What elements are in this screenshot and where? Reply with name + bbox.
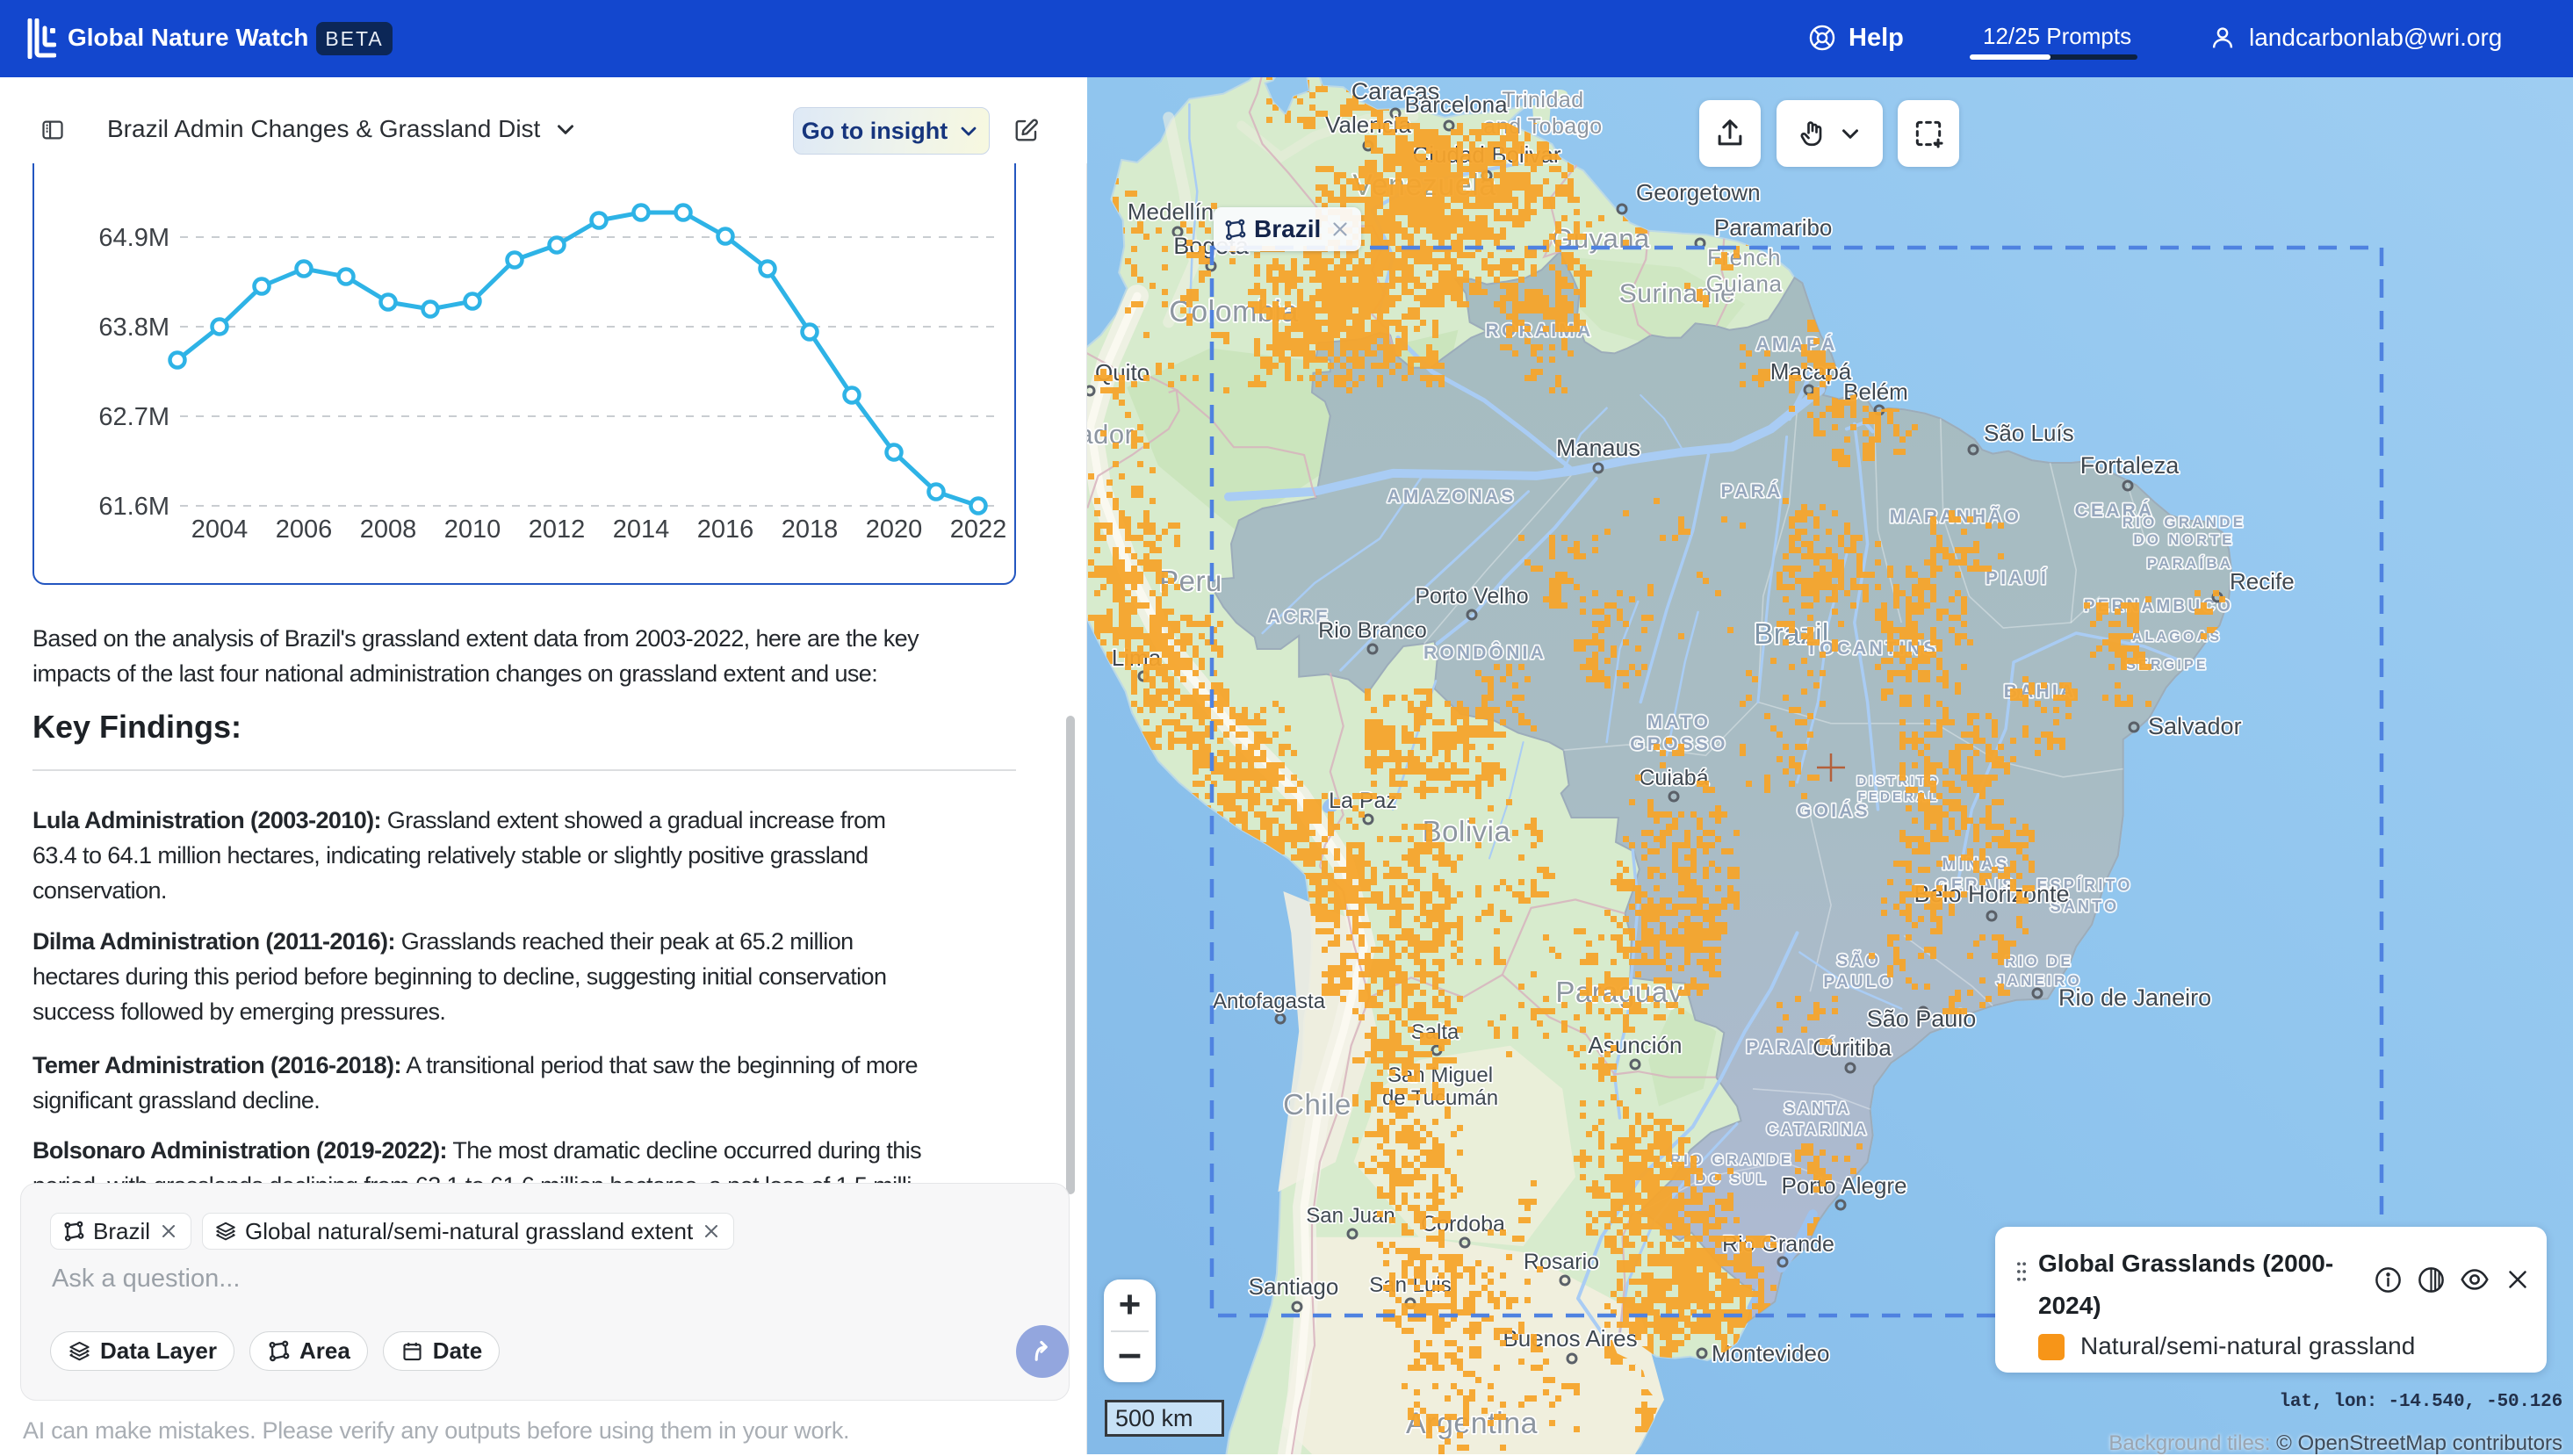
svg-text:SANTO: SANTO [2050, 897, 2120, 915]
svg-text:Trinidad: Trinidad [1502, 88, 1583, 112]
svg-text:2010: 2010 [444, 515, 501, 544]
svg-text:62.7M: 62.7M [98, 403, 169, 431]
svg-text:Paramaribo: Paramaribo [1714, 214, 1832, 241]
svg-text:Rosario: Rosario [1524, 1250, 1599, 1274]
svg-text:Antofagasta: Antofagasta [1213, 990, 1326, 1013]
svg-text:PAULO: PAULO [1823, 973, 1894, 991]
svg-text:RIO GRANDE: RIO GRANDE [1670, 1151, 1794, 1168]
svg-text:Salvador: Salvador [2148, 713, 2242, 739]
svg-text:SÃO: SÃO [1837, 951, 1882, 970]
svg-text:Guiana: Guiana [1706, 270, 1783, 297]
svg-text:Santiago: Santiago [1249, 1273, 1339, 1300]
svg-text:Ecuador: Ecuador [1087, 419, 1134, 450]
svg-text:Georgetown: Georgetown [1636, 179, 1761, 205]
svg-text:Rio Branco: Rio Branco [1318, 618, 1427, 643]
svg-text:DO NORTE: DO NORTE [2133, 531, 2234, 548]
svg-text:2012: 2012 [529, 515, 586, 544]
svg-text:Manaus: Manaus [1556, 435, 1640, 461]
svg-text:MATO: MATO [1647, 712, 1712, 732]
svg-text:PARÁ: PARÁ [1721, 481, 1784, 501]
svg-text:Cordoba: Cordoba [1421, 1212, 1505, 1236]
svg-text:DO SUL: DO SUL [1695, 1171, 1768, 1187]
svg-text:AMAZONAS: AMAZONAS [1387, 487, 1517, 507]
svg-text:Caracas: Caracas [1351, 78, 1440, 105]
svg-text:2004: 2004 [191, 515, 249, 544]
svg-text:2014: 2014 [613, 515, 670, 544]
svg-text:2008: 2008 [360, 515, 417, 544]
svg-text:Montevideo: Montevideo [1712, 1340, 1829, 1366]
svg-text:SANTA: SANTA [1784, 1099, 1852, 1117]
svg-text:CATARINA: CATARINA [1767, 1121, 1870, 1138]
svg-text:RIO GRANDE: RIO GRANDE [2123, 514, 2246, 530]
svg-text:RONDÔNIA: RONDÔNIA [1423, 642, 1546, 663]
svg-text:2022: 2022 [950, 515, 1007, 544]
svg-text:Medellín: Medellín [1128, 198, 1214, 225]
svg-text:Recife: Recife [2230, 568, 2295, 595]
svg-text:RIO DE: RIO DE [2005, 953, 2073, 969]
svg-text:Porto Alegre: Porto Alegre [1781, 1172, 1906, 1199]
svg-text:ACRE: ACRE [1267, 607, 1330, 627]
svg-text:JANEIRO: JANEIRO [1996, 972, 2082, 989]
svg-text:ESPÍRITO: ESPÍRITO [2036, 876, 2132, 894]
svg-text:63.8M: 63.8M [98, 314, 169, 342]
svg-text:DISTRITO: DISTRITO [1856, 774, 1940, 789]
svg-text:La Paz: La Paz [1329, 789, 1397, 813]
svg-text:2016: 2016 [697, 515, 754, 544]
svg-text:São Luís: São Luís [1984, 420, 2074, 446]
svg-text:Curitiba: Curitiba [1813, 1034, 1892, 1061]
svg-text:ALAGOAS: ALAGOAS [2132, 630, 2222, 645]
svg-text:2018: 2018 [782, 515, 839, 544]
svg-text:Suriname: Suriname [1619, 279, 1735, 308]
svg-text:Bolivia: Bolivia [1423, 815, 1511, 847]
svg-text:PARANÁ: PARANÁ [1746, 1037, 1840, 1057]
svg-text:Fortaleza: Fortaleza [2080, 452, 2180, 479]
svg-text:2006: 2006 [276, 515, 333, 544]
svg-text:Cuiabá: Cuiabá [1639, 766, 1708, 790]
svg-text:Belo Horizonte: Belo Horizonte [1914, 881, 2069, 907]
svg-text:2020: 2020 [866, 515, 923, 544]
svg-text:CEARÁ: CEARÁ [2075, 501, 2155, 521]
svg-text:PIAUÍ: PIAUÍ [1986, 568, 2049, 588]
svg-text:Porto Velho: Porto Velho [1415, 584, 1528, 609]
svg-text:Rio de Janeiro: Rio de Janeiro [2058, 984, 2211, 1011]
svg-text:Asunción: Asunción [1589, 1032, 1683, 1058]
svg-text:Chile: Chile [1283, 1088, 1351, 1121]
svg-text:61.6M: 61.6M [98, 493, 169, 521]
svg-text:Barcelona: Barcelona [1404, 91, 1508, 118]
svg-text:PARAÍBA: PARAÍBA [2147, 555, 2234, 572]
svg-text:GOIÁS: GOIÁS [1797, 801, 1870, 821]
svg-text:64.9M: 64.9M [98, 224, 169, 252]
